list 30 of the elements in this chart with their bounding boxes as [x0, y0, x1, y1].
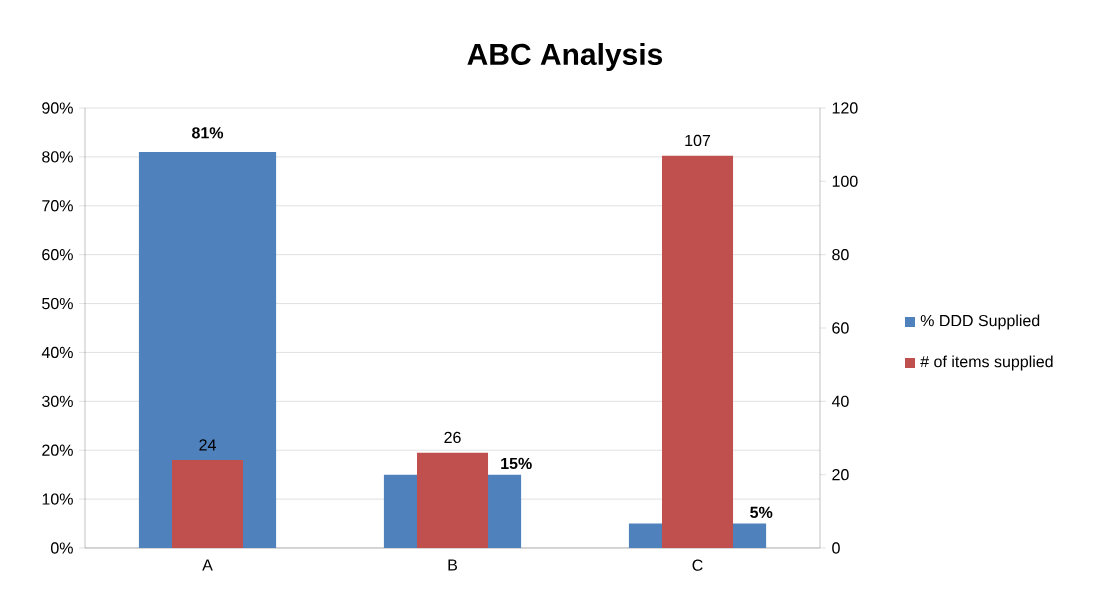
legend-label: % DDD Supplied	[920, 314, 1040, 330]
y2-tick-label: 40	[831, 395, 849, 407]
y-tick-label: 40%	[41, 346, 73, 359]
y-tick-label: 90%	[42, 102, 73, 114]
data-label: 24	[199, 439, 216, 451]
y-tick-label: 70%	[42, 200, 73, 212]
y2-tick-label: 80	[832, 248, 849, 261]
y-tick-label: 30%	[42, 395, 73, 407]
y-tick-label: 80%	[42, 151, 73, 163]
y2-tick-label: 120	[832, 102, 858, 114]
y-tick-label: 0%	[50, 542, 73, 554]
y-tick-label: 60%	[42, 249, 73, 261]
y-tick-label: 50%	[42, 297, 73, 310]
x-tick-label: B	[448, 559, 457, 571]
y2-tick-label: 100	[832, 175, 858, 187]
data-label: 107	[685, 134, 711, 147]
data-label: 26	[444, 431, 461, 444]
y-tick-label: 10%	[42, 493, 73, 505]
data-label: 5%	[750, 506, 773, 519]
data-label: 15%	[501, 457, 532, 470]
x-tick-label: C	[692, 559, 703, 571]
y2-tick-label: 60	[832, 322, 849, 334]
y-tick-label: 20%	[42, 444, 73, 456]
y2-tick-label: 0	[832, 542, 840, 554]
legend-label: # of items supplied	[920, 355, 1053, 371]
chart-title: ABC Analysis	[467, 43, 663, 71]
y2-tick-label: 20	[832, 468, 849, 481]
data-label: 81%	[192, 127, 224, 139]
x-tick-label: A	[202, 559, 213, 571]
bar	[171, 459, 244, 548]
